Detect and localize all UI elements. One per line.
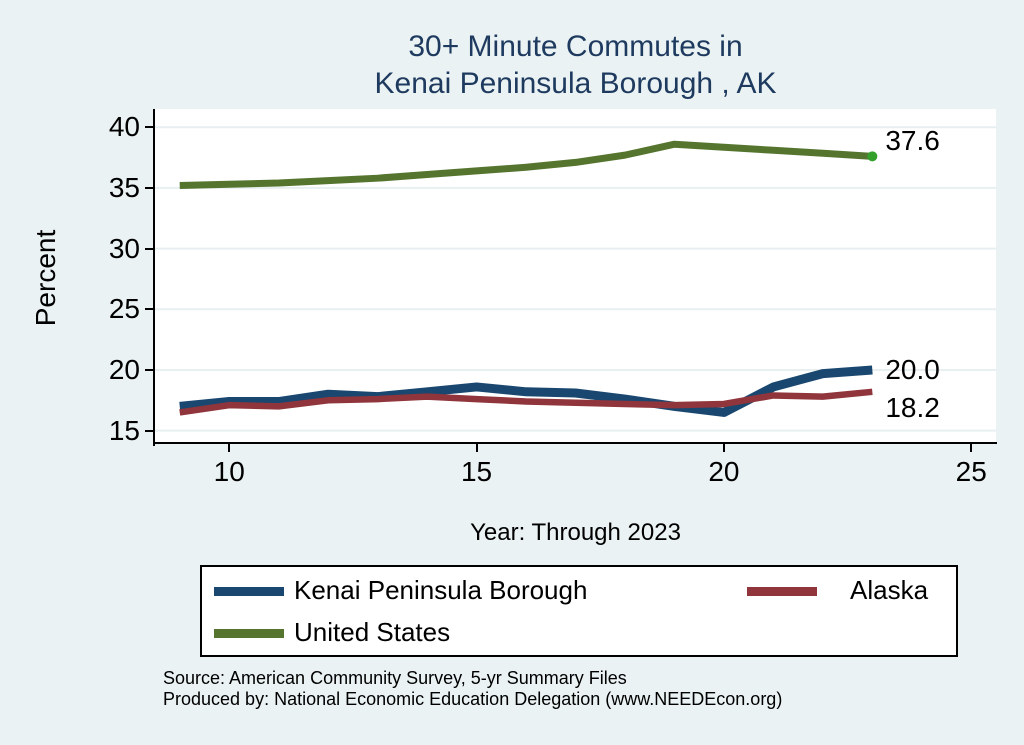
x-tick-label: 25 <box>955 456 987 487</box>
legend-label-alaska: Alaska <box>850 575 929 605</box>
series-line <box>179 388 873 416</box>
y-tick-mark <box>145 368 153 371</box>
chart-title-line2: Kenai Peninsula Borough , AK <box>374 67 777 100</box>
y-axis-title: Percent <box>30 229 61 327</box>
y-tick-label: 30 <box>108 232 140 264</box>
x-tick-label: 10 <box>213 456 245 487</box>
x-tick-label: 15 <box>460 456 493 487</box>
x-tick-mark <box>228 444 231 452</box>
legend: Kenai Peninsula Borough Alaska United St… <box>200 565 958 657</box>
x-tick-label: 20 <box>708 456 740 487</box>
y-tick-label: 35 <box>108 171 140 203</box>
legend-label-us: United States <box>294 617 451 647</box>
end-value-label: 20.0 <box>885 353 940 385</box>
end-marker-dot <box>867 151 878 162</box>
end-value-label: 37.6 <box>885 125 940 157</box>
source-note: Source: American Community Survey, 5-yr … <box>163 668 782 710</box>
source-line: Source: American Community Survey, 5-yr … <box>163 668 627 688</box>
end-value-label: 18.2 <box>885 391 940 423</box>
y-tick-label: 25 <box>108 293 140 325</box>
y-tick-mark <box>145 429 153 432</box>
x-axis-title: Year: Through 2023 <box>470 519 681 546</box>
x-tick-mark <box>475 444 478 452</box>
x-tick-mark <box>970 444 973 452</box>
x-tick-mark <box>722 444 725 452</box>
series-line <box>179 140 873 189</box>
y-axis-line <box>153 109 155 446</box>
y-tick-mark <box>145 186 153 189</box>
legend-label-kenai: Kenai Peninsula Borough <box>294 575 588 605</box>
chart-title-line1: 30+ Minute Commutes in <box>408 30 743 63</box>
chart-title: 30+ Minute Commutes in Kenai Peninsula B… <box>155 28 996 102</box>
x-axis-line <box>153 442 997 444</box>
y-tick-mark <box>145 126 153 129</box>
produced-by-line: Produced by: National Economic Education… <box>163 689 783 709</box>
legend-swatch-alaska <box>747 587 817 596</box>
y-tick-mark <box>145 308 153 311</box>
y-tick-label: 15 <box>108 414 140 446</box>
y-tick-label: 40 <box>108 111 140 143</box>
line-chart <box>155 126 996 432</box>
legend-swatch-us <box>214 629 284 638</box>
y-tick-mark <box>145 247 153 250</box>
y-tick-label: 20 <box>108 353 140 385</box>
legend-swatch-kenai <box>214 587 284 596</box>
